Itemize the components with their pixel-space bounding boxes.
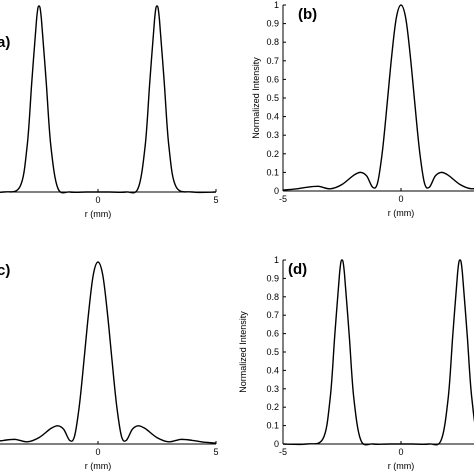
y-tick-label: 0.6: [266, 329, 279, 339]
y-tick-label: 0.4: [266, 365, 279, 375]
y-tick-label: 0: [274, 186, 279, 196]
x-tick-label: 0: [95, 195, 100, 205]
panel-3: 0 5 r (mm) c): [0, 261, 219, 471]
panel-4: -5 000.10.20.30.40.50.60.70.80.91r (mm)No…: [238, 255, 474, 471]
x-tick-label: 5: [213, 195, 218, 205]
y-axis-label: Normalized Intensity: [251, 57, 261, 139]
x-axis-label: r (mm): [85, 461, 112, 471]
y-tick-label: 0.5: [266, 347, 279, 357]
panel-1: 0 5 r (mm) a): [0, 5, 219, 219]
x-tick-label: 0: [95, 447, 100, 457]
y-tick-label: 1: [274, 0, 279, 10]
x-tick-label: 0: [398, 194, 403, 204]
y-tick-label: 0.7: [266, 56, 279, 66]
panel-2: -5 000.10.20.30.40.50.60.70.80.91r (mm)No…: [251, 0, 474, 218]
y-tick-label: 0.4: [266, 112, 279, 122]
y-tick-label: 0.9: [266, 273, 279, 283]
y-tick-label: 0.8: [266, 37, 279, 47]
y-tick-label: 1: [274, 255, 279, 265]
y-tick-label: 0.1: [266, 167, 279, 177]
x-tick-label: -5: [279, 447, 287, 457]
x-axis-label: r (mm): [388, 461, 415, 471]
y-tick-label: 0.9: [266, 19, 279, 29]
y-tick-label: 0: [274, 439, 279, 449]
x-tick-label: 5: [213, 447, 218, 457]
y-tick-label: 0.2: [266, 402, 279, 412]
y-tick-label: 0.2: [266, 149, 279, 159]
x-tick-label: -5: [279, 194, 287, 204]
series-line: [0, 261, 216, 444]
y-tick-label: 0.7: [266, 310, 279, 320]
y-tick-label: 0.3: [266, 130, 279, 140]
series-line: [283, 4, 474, 191]
y-tick-label: 0.8: [266, 292, 279, 302]
y-tick-label: 0.5: [266, 93, 279, 103]
panel-label: a): [0, 34, 10, 51]
series-line: [283, 259, 474, 446]
x-tick-label: 0: [398, 447, 403, 457]
y-tick-label: 0.6: [266, 74, 279, 84]
y-tick-label: 0.1: [266, 421, 279, 431]
series-line: [0, 5, 216, 194]
y-axis-label: Normalized Intensity: [238, 311, 248, 393]
y-tick-label: 0.3: [266, 384, 279, 394]
x-axis-label: r (mm): [388, 208, 415, 218]
panel-label: (b): [298, 6, 317, 23]
panel-label: (d): [288, 261, 307, 278]
panel-label: c): [0, 262, 10, 279]
x-axis-label: r (mm): [85, 209, 112, 219]
